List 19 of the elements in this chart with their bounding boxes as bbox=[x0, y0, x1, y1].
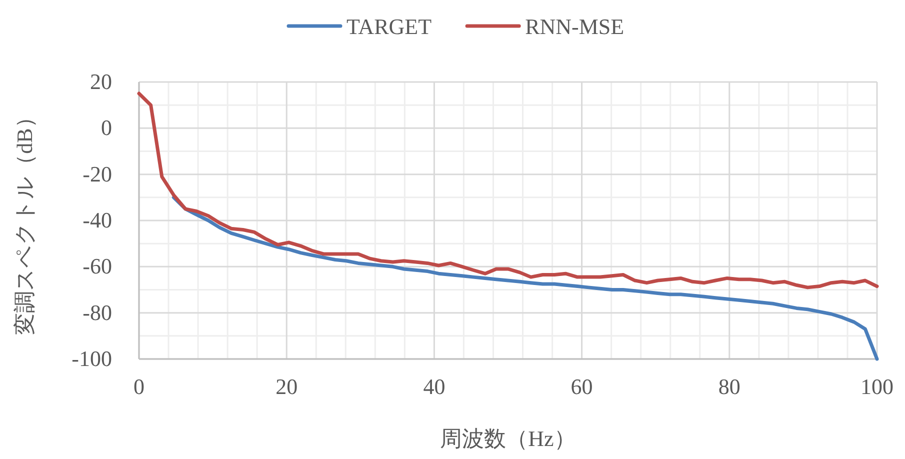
y-tick-label: -20 bbox=[82, 161, 112, 186]
legend-label: TARGET bbox=[346, 14, 432, 39]
y-tick-label: -100 bbox=[72, 346, 112, 371]
line-series bbox=[172, 196, 879, 361]
y-tick-label: -60 bbox=[82, 254, 112, 279]
y-tick-label: -80 bbox=[82, 300, 112, 325]
y-tick-label: 20 bbox=[90, 69, 112, 94]
y-axis-title: 変調スペクトル（dB） bbox=[12, 106, 37, 335]
x-tick-label: 60 bbox=[570, 374, 593, 399]
x-tick-label: 40 bbox=[423, 374, 446, 399]
x-tick-label: 20 bbox=[276, 374, 298, 399]
y-tick-label: -40 bbox=[82, 208, 112, 232]
y-tick-label: 0 bbox=[101, 115, 112, 140]
legend-label: RNN-MSE bbox=[525, 14, 624, 39]
x-tick-label: 100 bbox=[860, 374, 894, 399]
x-tick-label: 0 bbox=[134, 374, 144, 399]
line-series bbox=[137, 92, 879, 290]
x-tick-label: 80 bbox=[718, 374, 740, 399]
x-axis-title: 周波数（Hz） bbox=[440, 426, 576, 451]
